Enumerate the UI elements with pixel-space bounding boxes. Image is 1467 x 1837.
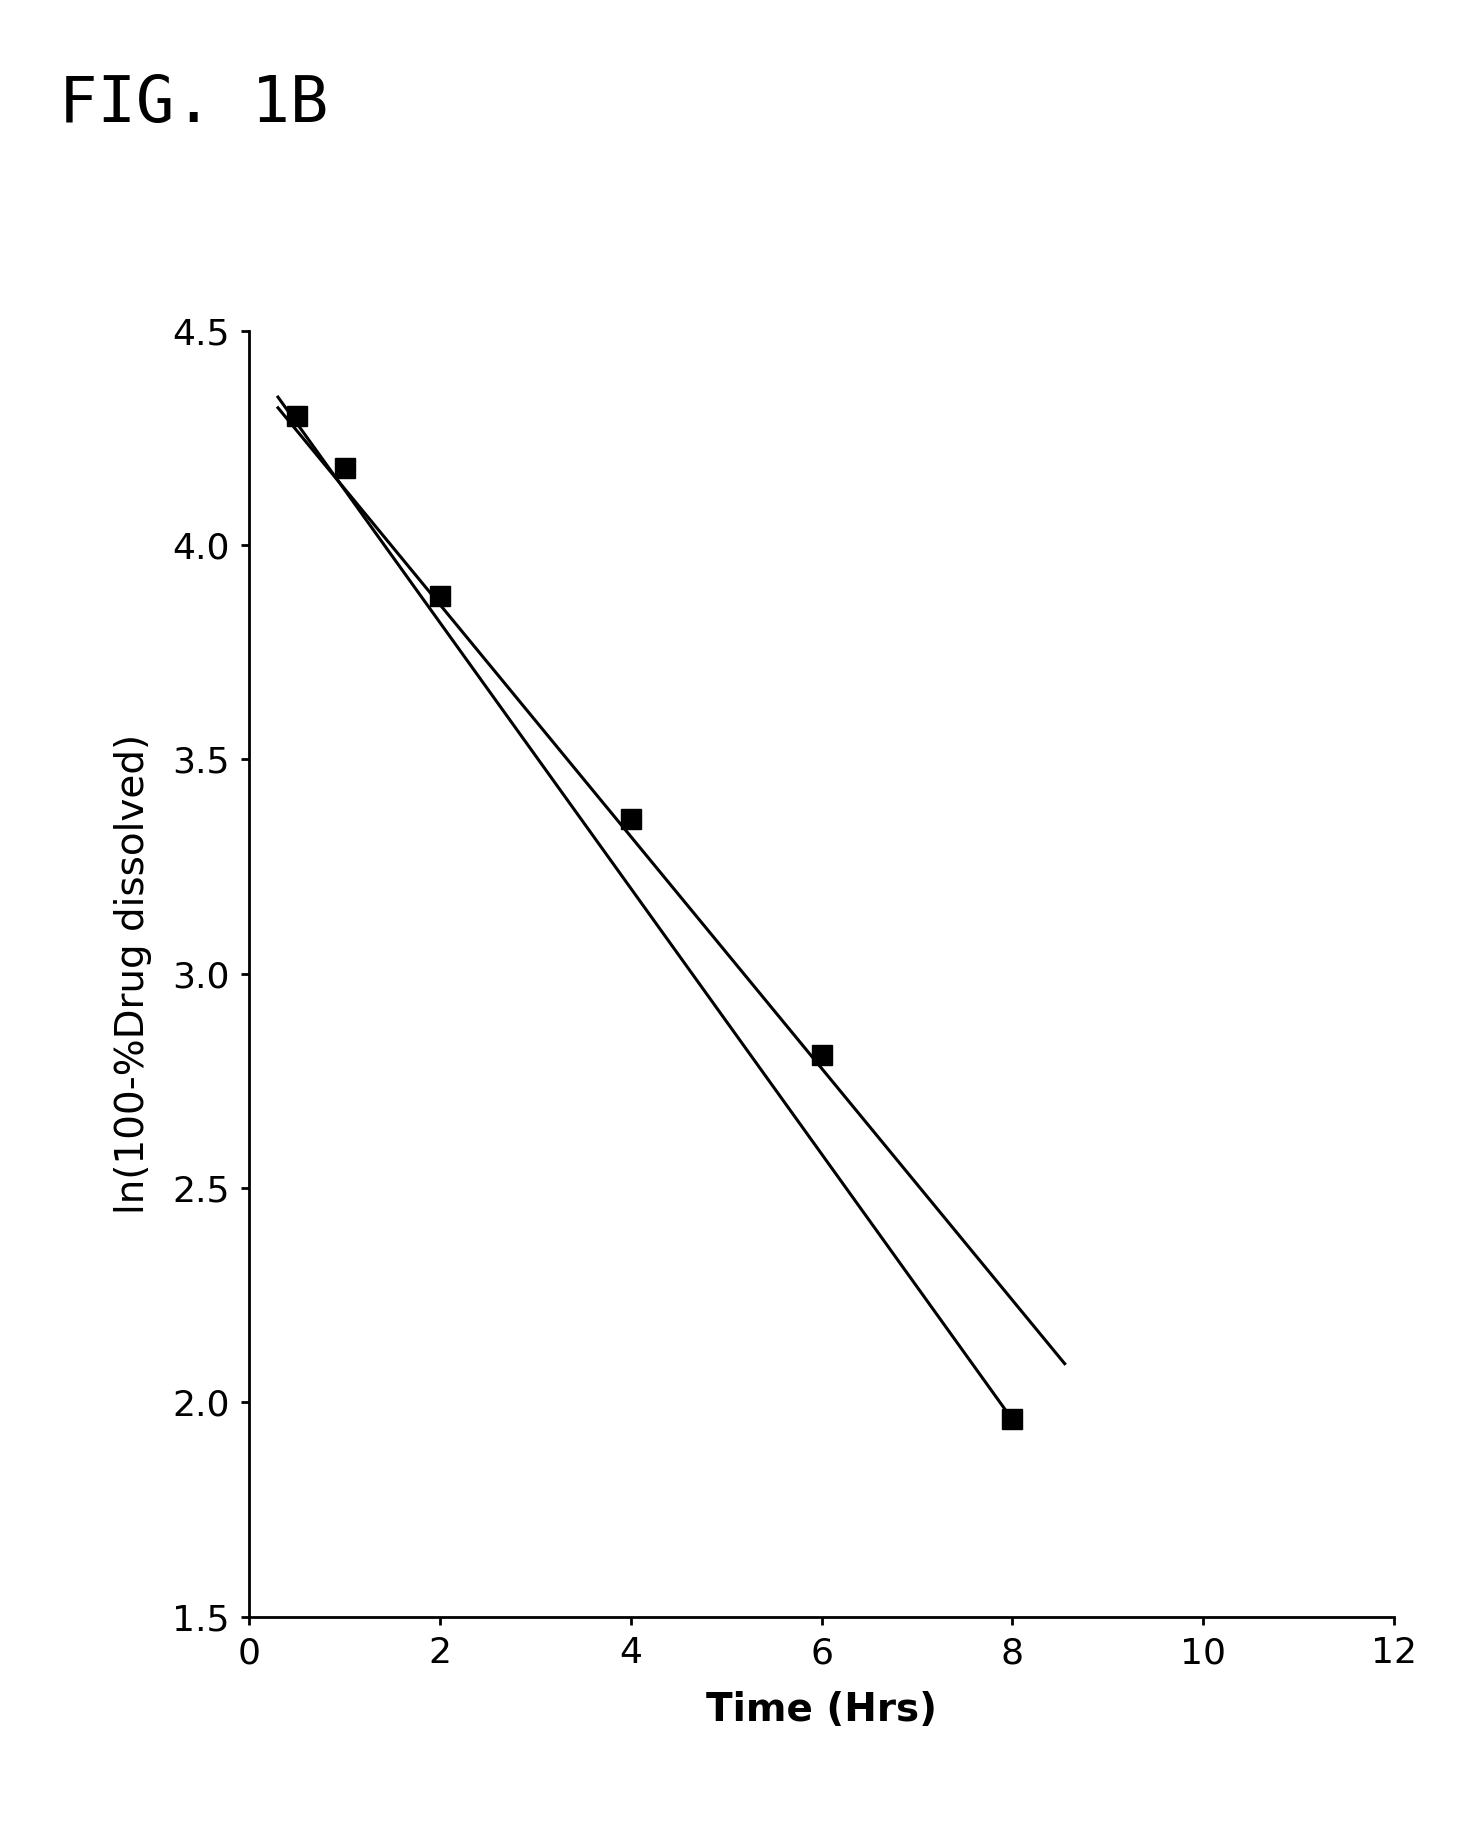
X-axis label: Time (Hrs): Time (Hrs) — [706, 1690, 937, 1729]
Y-axis label: ln(100-%Drug dissolved): ln(100-%Drug dissolved) — [113, 733, 151, 1214]
Text: FIG. 1B: FIG. 1B — [59, 73, 329, 136]
